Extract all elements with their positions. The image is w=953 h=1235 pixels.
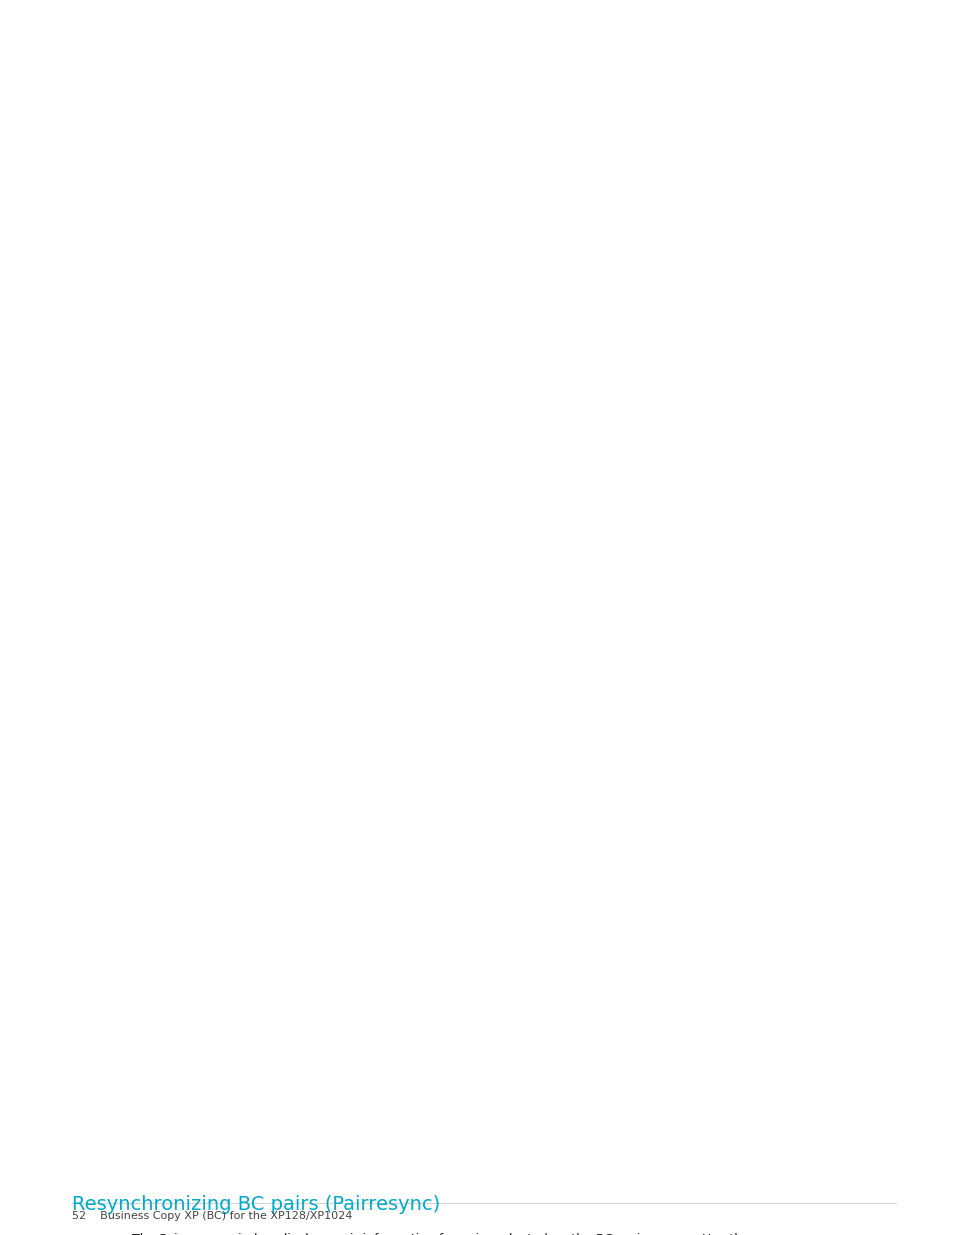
Text: 52    Business Copy XP (BC) for the XP128/XP1024: 52 Business Copy XP (BC) for the XP128/X… [71, 1212, 352, 1221]
Text: The Pairresync window displays pair information for pairs selected on the BC mai: The Pairresync window displays pair info… [132, 1233, 749, 1235]
Text: Resynchronizing BC pairs (Pairresync): Resynchronizing BC pairs (Pairresync) [71, 1195, 439, 1214]
